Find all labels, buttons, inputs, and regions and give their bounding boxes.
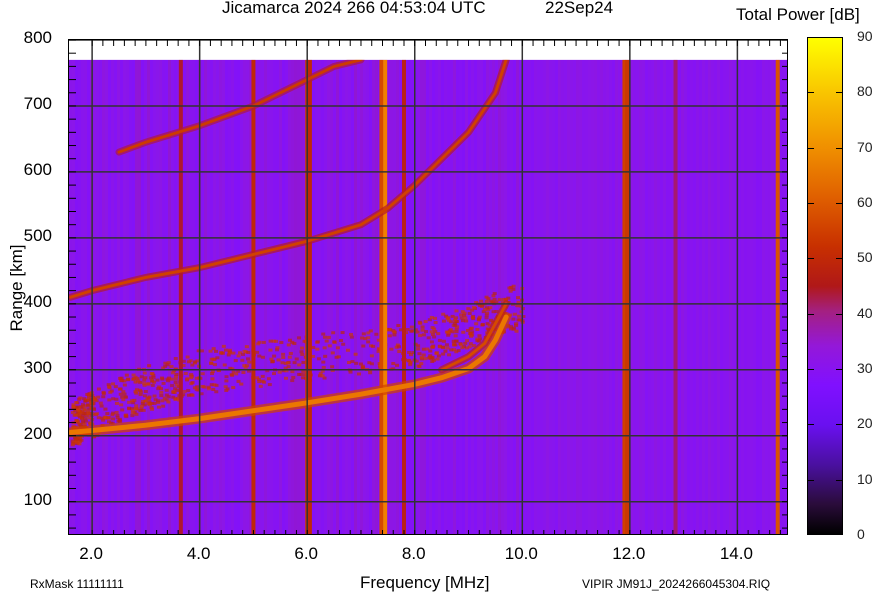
- colorbar-tick-mark: [807, 424, 814, 426]
- rxmask-label: RxMask 11111111: [30, 577, 124, 591]
- interference-line: [625, 59, 630, 534]
- plot-date: 22Sep24: [545, 0, 614, 17]
- y-tick-label: 700: [23, 93, 52, 113]
- interference-line: [401, 59, 406, 534]
- colorbar-tick-mark: [836, 258, 843, 260]
- y-tick-label: 300: [23, 357, 52, 377]
- colorbar-tick-mark: [836, 479, 843, 481]
- y-tick-label: 500: [23, 225, 52, 245]
- echo-trace: [69, 58, 508, 299]
- colorbar-tick-mark: [836, 424, 843, 426]
- colorbar-tick-mark: [836, 203, 843, 204]
- x-tick-label: 8.0: [401, 544, 426, 563]
- echo-trace: [440, 302, 508, 372]
- colorbar-tick-label: 80: [857, 83, 873, 100]
- y-axis-label: Range [km]: [7, 244, 26, 332]
- ionogram-heatmap: [69, 40, 787, 534]
- colorbar-tick-label: 20: [857, 415, 873, 432]
- interference-line: [178, 59, 183, 534]
- x-tick-label: 10.0: [504, 544, 538, 563]
- interference-line: [673, 59, 678, 534]
- y-tick-label: 800: [23, 28, 52, 47]
- colorbar-tick-mark: [807, 479, 814, 481]
- interference-line: [307, 59, 312, 534]
- x-axis-label: Frequency [MHz]: [360, 573, 490, 592]
- colorbar-tick-mark: [836, 147, 843, 149]
- x-tick-label: 2.0: [79, 544, 103, 563]
- x-tick-label: 6.0: [294, 544, 319, 563]
- x-tick-label: 4.0: [186, 544, 211, 563]
- colorbar-tick-mark: [807, 258, 814, 260]
- colorbar: [807, 37, 843, 535]
- colorbar-tick-label: 70: [857, 138, 873, 155]
- y-tick-label: 200: [23, 423, 52, 443]
- interference-line: [379, 59, 384, 534]
- echo-trace: [117, 58, 363, 154]
- colorbar-tick-label: 50: [857, 249, 873, 266]
- colorbar-tick-mark: [836, 313, 843, 315]
- colorbar-tick-mark: [807, 147, 814, 149]
- y-tick-label: 400: [23, 291, 52, 311]
- y-tick-label: 100: [23, 489, 52, 509]
- y-tick-label: 600: [23, 159, 52, 179]
- colorbar-title: Total Power [dB]: [736, 5, 860, 24]
- ionogram-plot: [68, 39, 788, 535]
- filename-label: VIPIR JM91J_2024266045304.RIQ: [582, 577, 771, 591]
- colorbar-tick-mark: [807, 92, 814, 94]
- interference-line: [622, 59, 627, 534]
- colorbar-tick-label: 40: [857, 304, 873, 321]
- colorbar-tick-mark: [836, 369, 843, 370]
- colorbar-tick-mark: [807, 313, 814, 315]
- colorbar-tick-label: 10: [857, 470, 873, 487]
- interference-line: [383, 59, 388, 534]
- colorbar-tick-mark: [807, 203, 814, 204]
- colorbar-tick-mark: [807, 369, 814, 370]
- colorbar-tick-mark: [836, 92, 843, 94]
- colorbar-tick-label: 60: [857, 194, 873, 210]
- echo-trace: [69, 314, 509, 435]
- plot-title: Jicamarca 2024 266 04:53:04 UTC: [222, 0, 486, 17]
- x-tick-label: 12.0: [612, 544, 646, 563]
- colorbar-tick-label: 30: [857, 360, 873, 376]
- colorbar-tick-label: 90: [857, 28, 873, 44]
- x-tick-label: 14.0: [719, 544, 753, 563]
- interference-line: [775, 59, 780, 534]
- interference-line: [251, 59, 256, 534]
- colorbar-tick-label: 0: [857, 526, 865, 542]
